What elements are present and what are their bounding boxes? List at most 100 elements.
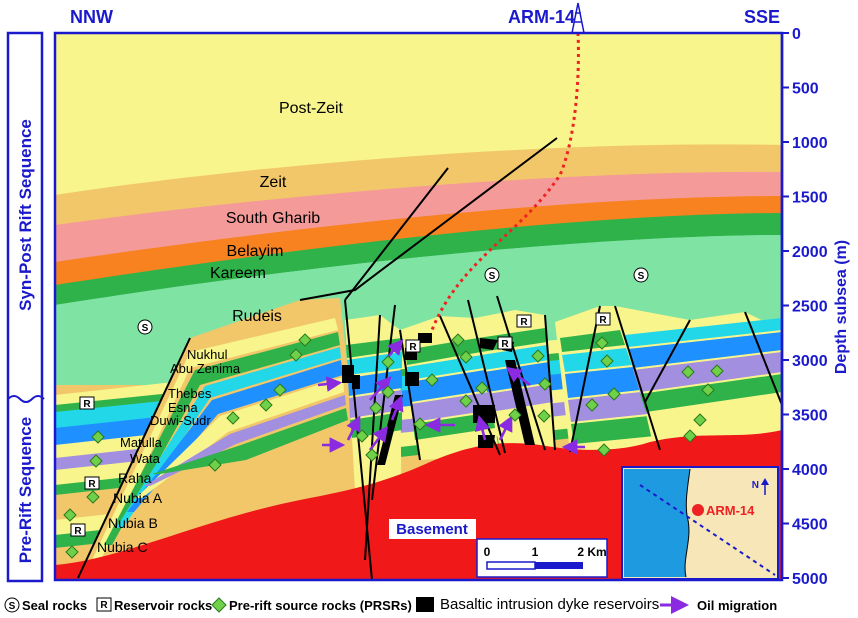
label-nubia-a: Nubia A xyxy=(113,490,163,506)
legend-dyke-text: Basaltic intrusion dyke reservoirs xyxy=(440,596,660,613)
source-rock-diamond xyxy=(298,333,312,347)
source-rock-diamond xyxy=(597,443,611,457)
seal-symbol: S xyxy=(633,267,649,283)
legend-migration-text: Oil migration xyxy=(697,598,778,613)
source-rock-diamond xyxy=(355,429,369,443)
legend-seal-icon xyxy=(4,597,20,613)
reservoir-symbol: R xyxy=(595,312,611,326)
source-rock-diamond xyxy=(681,365,695,379)
inset-well-label: ARM-14 xyxy=(706,503,755,518)
svg-text:S: S xyxy=(142,323,149,334)
dyke xyxy=(480,338,498,350)
label-nubia-c: Nubia C xyxy=(97,539,148,555)
dyke xyxy=(473,405,495,423)
source-rock-diamond xyxy=(65,545,79,559)
dyke xyxy=(405,372,419,386)
reservoir-symbol: R xyxy=(516,314,532,328)
north-arrow-icon: N xyxy=(752,478,769,495)
svg-text:R: R xyxy=(501,339,509,350)
svg-text:R: R xyxy=(83,399,91,410)
label-zeit: Zeit xyxy=(260,174,287,191)
oil-migration-arrow xyxy=(474,414,491,441)
source-rock-diamond xyxy=(508,408,522,422)
depth-tick-label: 1000 xyxy=(792,135,828,152)
depth-tick-label: 4500 xyxy=(792,517,828,534)
inset-section-line xyxy=(639,484,776,576)
derrick-icon xyxy=(570,2,586,34)
north-label: N xyxy=(752,480,759,491)
depth-tick-label: 0 xyxy=(792,26,801,43)
oil-migration-arrow xyxy=(505,366,531,387)
layer-labels: Post-Zeit Zeit South Gharib Belayim Kare… xyxy=(97,100,344,555)
legend-source-icon xyxy=(211,597,227,613)
direction-nnw: NNW xyxy=(70,7,113,27)
legend-reservoir-letter: R xyxy=(100,600,108,611)
legend-reservoir-text: Reservoir rocks xyxy=(114,598,213,613)
source-rock-diamond xyxy=(91,430,105,444)
svg-text:R: R xyxy=(74,526,82,537)
scale-tick-1: 1 xyxy=(532,545,539,559)
source-rock-diamond xyxy=(710,364,724,378)
sequence-column: Syn-Post Rift Sequence Pre-Rift Sequence xyxy=(6,31,45,583)
reservoir-symbol: R xyxy=(405,339,421,353)
label-wata: Wata xyxy=(130,451,161,466)
source-rock-diamond xyxy=(369,401,383,415)
label-matulla: Matulla xyxy=(120,435,163,450)
seal-symbol: S xyxy=(484,267,500,283)
scale-tick-0: 0 xyxy=(484,545,491,559)
well-title: ARM-14 xyxy=(508,7,575,27)
source-rock-diamond xyxy=(63,508,77,522)
label-kareem: Kareem xyxy=(210,265,266,282)
label-abu-zenima: Abu Zenima xyxy=(170,361,241,376)
depth-tick-label: 2500 xyxy=(792,299,828,316)
scale-bar: 0 1 2 Km xyxy=(476,538,608,578)
inset-sea xyxy=(624,469,690,577)
source-rock-diamond xyxy=(693,413,707,427)
source-rock-diamond xyxy=(259,398,273,412)
source-rock-diamond xyxy=(459,394,473,408)
source-rock-diamond xyxy=(607,387,621,401)
rock-symbols: S S S R R R R R R R xyxy=(70,267,649,537)
legend-seal-letter: S xyxy=(9,601,16,612)
depth-tick-label: 2000 xyxy=(792,244,828,261)
label-post-zeit: Post-Zeit xyxy=(279,100,344,117)
source-rock-diamond xyxy=(585,398,599,412)
source-rock-diamond xyxy=(537,409,551,423)
oil-migration-arrow xyxy=(368,425,389,451)
depth-tick-label: 500 xyxy=(792,81,819,98)
source-rock-diamond xyxy=(701,383,715,397)
syn-post-rift-label: Syn-Post Rift Sequence xyxy=(16,119,35,311)
source-rock-diamond xyxy=(273,383,287,397)
reservoir-symbol: R xyxy=(84,476,100,490)
legend-source-text: Pre-rift source rocks (PRSRs) xyxy=(229,598,412,613)
reservoir-symbol: R xyxy=(70,523,86,537)
label-belayim: Belayim xyxy=(227,243,284,260)
label-south-gharib: South Gharib xyxy=(226,210,320,227)
depth-tick-label: 3500 xyxy=(792,408,828,425)
svg-text:S: S xyxy=(489,271,496,282)
inset-well-marker xyxy=(692,504,704,516)
basement-label-box xyxy=(389,519,476,539)
oil-migration-arrows xyxy=(317,339,585,455)
legend: Seal rocks Reservoir rocks Pre-rift sour… xyxy=(0,590,858,618)
legend-seal-text: Seal rocks xyxy=(22,598,88,613)
depth-axis-title: Depth subsea (m) xyxy=(833,240,850,374)
oil-migration-arrow xyxy=(388,395,404,421)
source-rock-diamond xyxy=(531,349,545,363)
scale-tick-2: 2 Km xyxy=(577,545,606,559)
label-rudeis: Rudeis xyxy=(232,308,282,325)
svg-text:R: R xyxy=(520,317,528,328)
label-nukhul: Nukhul xyxy=(187,347,228,362)
source-rock-diamond xyxy=(683,429,697,443)
oil-migration-arrow xyxy=(346,415,361,441)
label-nubia-b: Nubia B xyxy=(108,515,158,531)
source-rock-diamond xyxy=(89,454,103,468)
source-rock-diamond xyxy=(381,355,395,369)
dyke xyxy=(478,435,495,448)
label-raha: Raha xyxy=(118,470,152,486)
source-rock-diamond xyxy=(600,354,614,368)
depth-axis: 0 500 1000 1500 2000 2500 3000 3500 4000 4500 5000 xyxy=(780,26,828,588)
source-rock-diamond xyxy=(208,458,222,472)
source-rock-diamond xyxy=(459,350,473,364)
